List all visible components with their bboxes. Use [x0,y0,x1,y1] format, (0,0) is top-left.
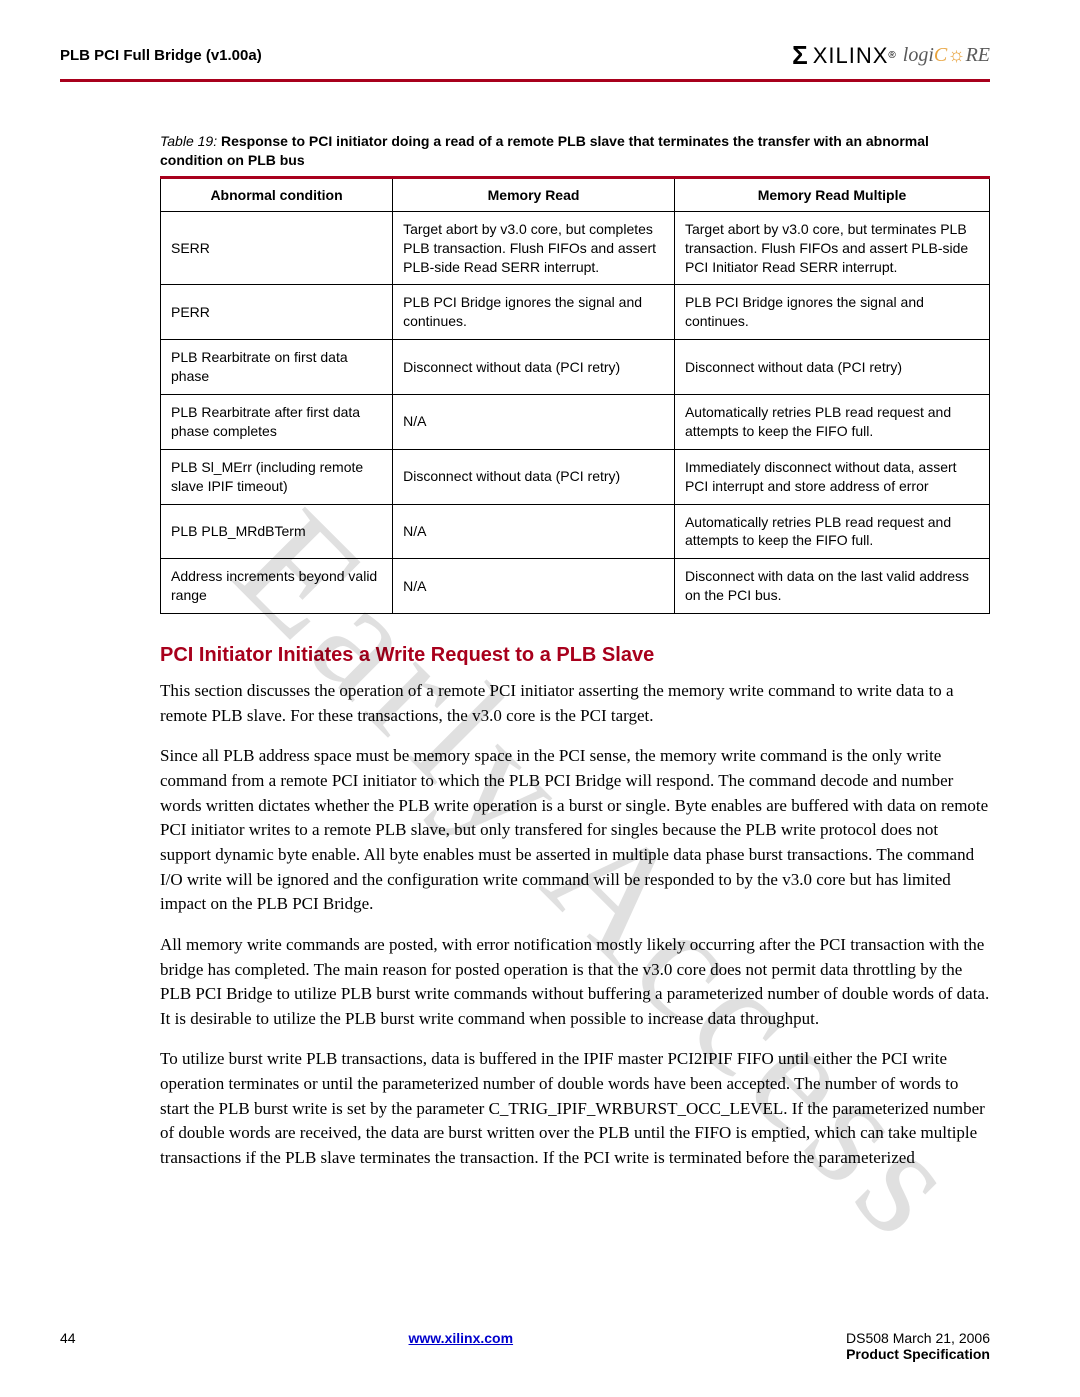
logo-area: ΣXILINX® logiC☼RE [792,40,990,71]
page-footer: 44 www.xilinx.com DS508 March 21, 2006 P… [60,1330,990,1362]
xilinx-logo: ΣXILINX® [792,40,897,71]
footer-link[interactable]: www.xilinx.com [409,1330,514,1346]
table-row: PLB PLB_MRdBTerm N/A Automatically retri… [161,504,990,559]
th-abnormal: Abnormal condition [161,177,393,211]
th-memread: Memory Read [393,177,675,211]
table-caption: Table 19: Response to PCI initiator doin… [60,132,990,170]
table-row: SERR Target abort by v3.0 core, but comp… [161,211,990,285]
table-row: PLB Rearbitrate on first data phase Disc… [161,340,990,395]
body-paragraph: All memory write commands are posted, wi… [60,933,990,1032]
body-paragraph: Since all PLB address space must be memo… [60,744,990,916]
body-paragraph: This section discusses the operation of … [60,679,990,728]
doc-title: PLB PCI Full Bridge (v1.00a) [60,47,262,64]
table-row: PERR PLB PCI Bridge ignores the signal a… [161,285,990,340]
doc-spec: Product Specification [846,1346,990,1362]
table-row: PLB Sl_MErr (including remote slave IPIF… [161,449,990,504]
th-memreadmult: Memory Read Multiple [674,177,989,211]
table-row: PLB Rearbitrate after first data phase c… [161,395,990,450]
body-paragraph: To utilize burst write PLB transactions,… [60,1047,990,1170]
page-number: 44 [60,1330,76,1346]
doc-id: DS508 March 21, 2006 [846,1330,990,1346]
page-header: PLB PCI Full Bridge (v1.00a) ΣXILINX® lo… [60,40,990,82]
section-heading: PCI Initiator Initiates a Write Request … [60,644,990,667]
logicore-logo: logiC☼RE [903,44,990,67]
response-table: Abnormal condition Memory Read Memory Re… [160,176,990,614]
table-row: Address increments beyond valid range N/… [161,559,990,614]
